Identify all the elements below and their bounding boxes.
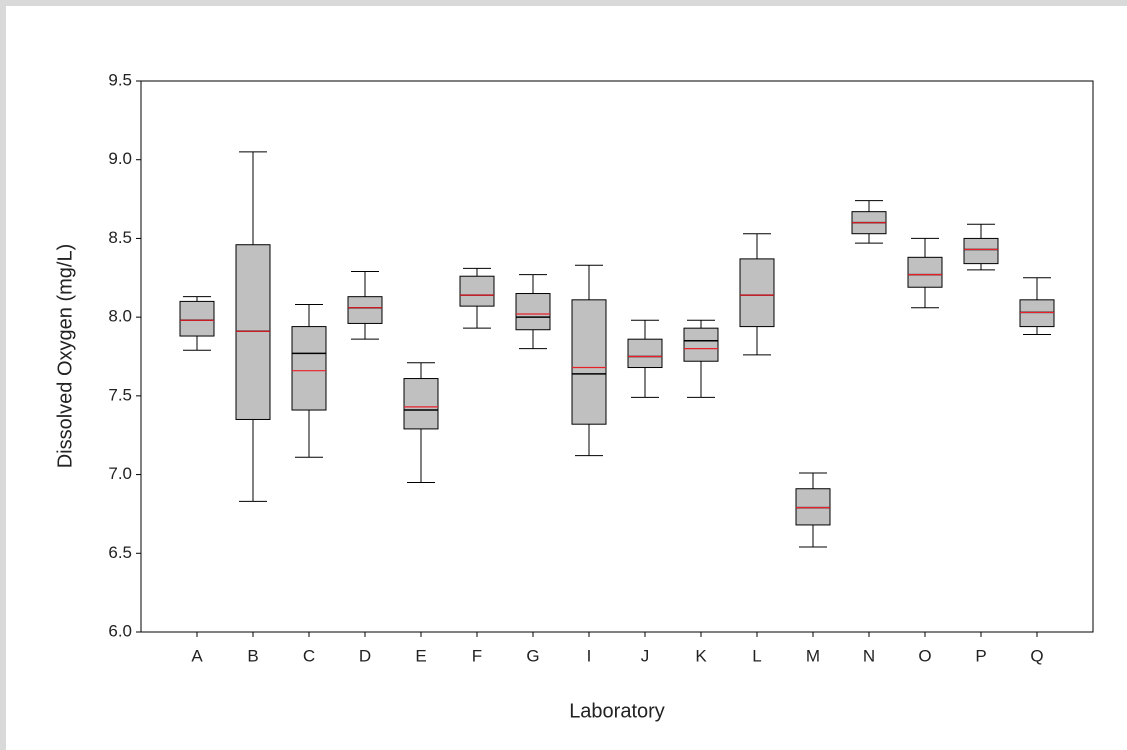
- x-axis-title: Laboratory: [569, 700, 665, 722]
- box: [347, 296, 383, 324]
- box: [795, 488, 831, 526]
- x-tick-label: D: [359, 646, 371, 665]
- x-tick-label: C: [303, 646, 315, 665]
- chart: Laboratory Dissolved Oxygen (mg/L) 6.0 6.…: [54, 70, 1094, 722]
- box: [235, 244, 271, 420]
- x-tick-label: G: [526, 646, 539, 665]
- plot-frame: [140, 80, 1094, 633]
- y-axis-title: Dissolved Oxygen (mg/L): [54, 244, 76, 469]
- y-tick-label: 7.0: [108, 464, 132, 483]
- box: [403, 378, 439, 430]
- box: [515, 293, 551, 331]
- box: [571, 299, 607, 425]
- box: [739, 258, 775, 328]
- y-tick-label: 9.0: [108, 149, 132, 168]
- x-tick-label: P: [975, 646, 986, 665]
- y-tick-label: 7.5: [108, 385, 132, 404]
- box: [907, 256, 943, 288]
- box: [683, 327, 719, 362]
- x-tick-label: B: [247, 646, 258, 665]
- y-tick-label: 8.5: [108, 228, 132, 247]
- x-tick-label: F: [472, 646, 482, 665]
- x-tick-label: L: [752, 646, 761, 665]
- y-tick-label: 8.0: [108, 307, 132, 326]
- x-tick-label: N: [863, 646, 875, 665]
- x-tick-label: K: [695, 646, 707, 665]
- x-tick-label: A: [191, 646, 203, 665]
- box: [291, 326, 327, 411]
- box: [459, 275, 495, 307]
- x-tick-label: J: [641, 646, 650, 665]
- y-tick-label: 6.0: [108, 621, 132, 640]
- x-tick-label: I: [587, 646, 592, 665]
- box: [179, 300, 215, 337]
- x-tick-label: O: [918, 646, 931, 665]
- box: [627, 338, 663, 369]
- x-tick-label: Q: [1030, 646, 1043, 665]
- x-tick-label: E: [415, 646, 426, 665]
- box: [1019, 299, 1055, 328]
- chart-frame: Laboratory Dissolved Oxygen (mg/L) 6.0 6.…: [6, 6, 1127, 750]
- y-tick-label: 9.5: [108, 70, 132, 89]
- x-tick-label: M: [806, 646, 820, 665]
- y-tick-label: 6.5: [108, 543, 132, 562]
- box: [963, 237, 999, 265]
